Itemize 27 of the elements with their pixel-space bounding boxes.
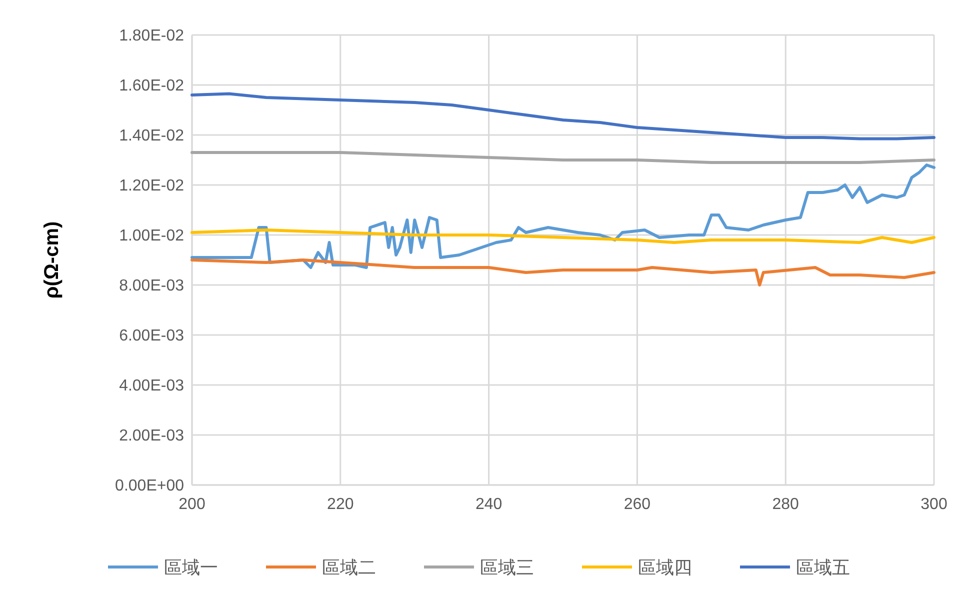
y-tick-label: 4.00E-03 <box>119 378 184 395</box>
x-tick-label: 200 <box>178 496 206 513</box>
line-series <box>190 92 936 140</box>
y-tick-label: 1.00E-02 <box>119 228 184 245</box>
y-tick-label: 6.00E-03 <box>119 328 184 345</box>
y-tick-label: 0.00E+00 <box>115 478 184 495</box>
legend-label: 區域二 <box>322 557 376 578</box>
y-tick-label: 8.00E-03 <box>119 278 184 295</box>
line-series <box>190 151 936 164</box>
legend-label: 區域三 <box>480 557 534 578</box>
y-axis-title: ρ(Ω-cm) <box>41 221 63 299</box>
x-tick-label: 260 <box>624 496 651 513</box>
x-tick-label: 300 <box>920 496 948 513</box>
y-tick-label: 1.60E-02 <box>119 78 184 95</box>
line-series <box>190 258 936 286</box>
x-tick-label: 240 <box>475 496 502 513</box>
x-tick-label: 220 <box>327 496 354 513</box>
line-series <box>190 164 936 269</box>
legend-label: 區域一 <box>164 557 218 578</box>
line-series <box>190 228 936 244</box>
y-tick-label: 1.80E-02 <box>119 28 184 45</box>
legend-label: 區域四 <box>638 557 692 578</box>
legend-label: 區域五 <box>796 557 850 578</box>
y-tick-label: 1.40E-02 <box>119 128 184 145</box>
y-tick-label: 2.00E-03 <box>119 428 184 445</box>
x-tick-label: 280 <box>772 496 800 513</box>
y-tick-label: 1.20E-02 <box>119 178 184 195</box>
